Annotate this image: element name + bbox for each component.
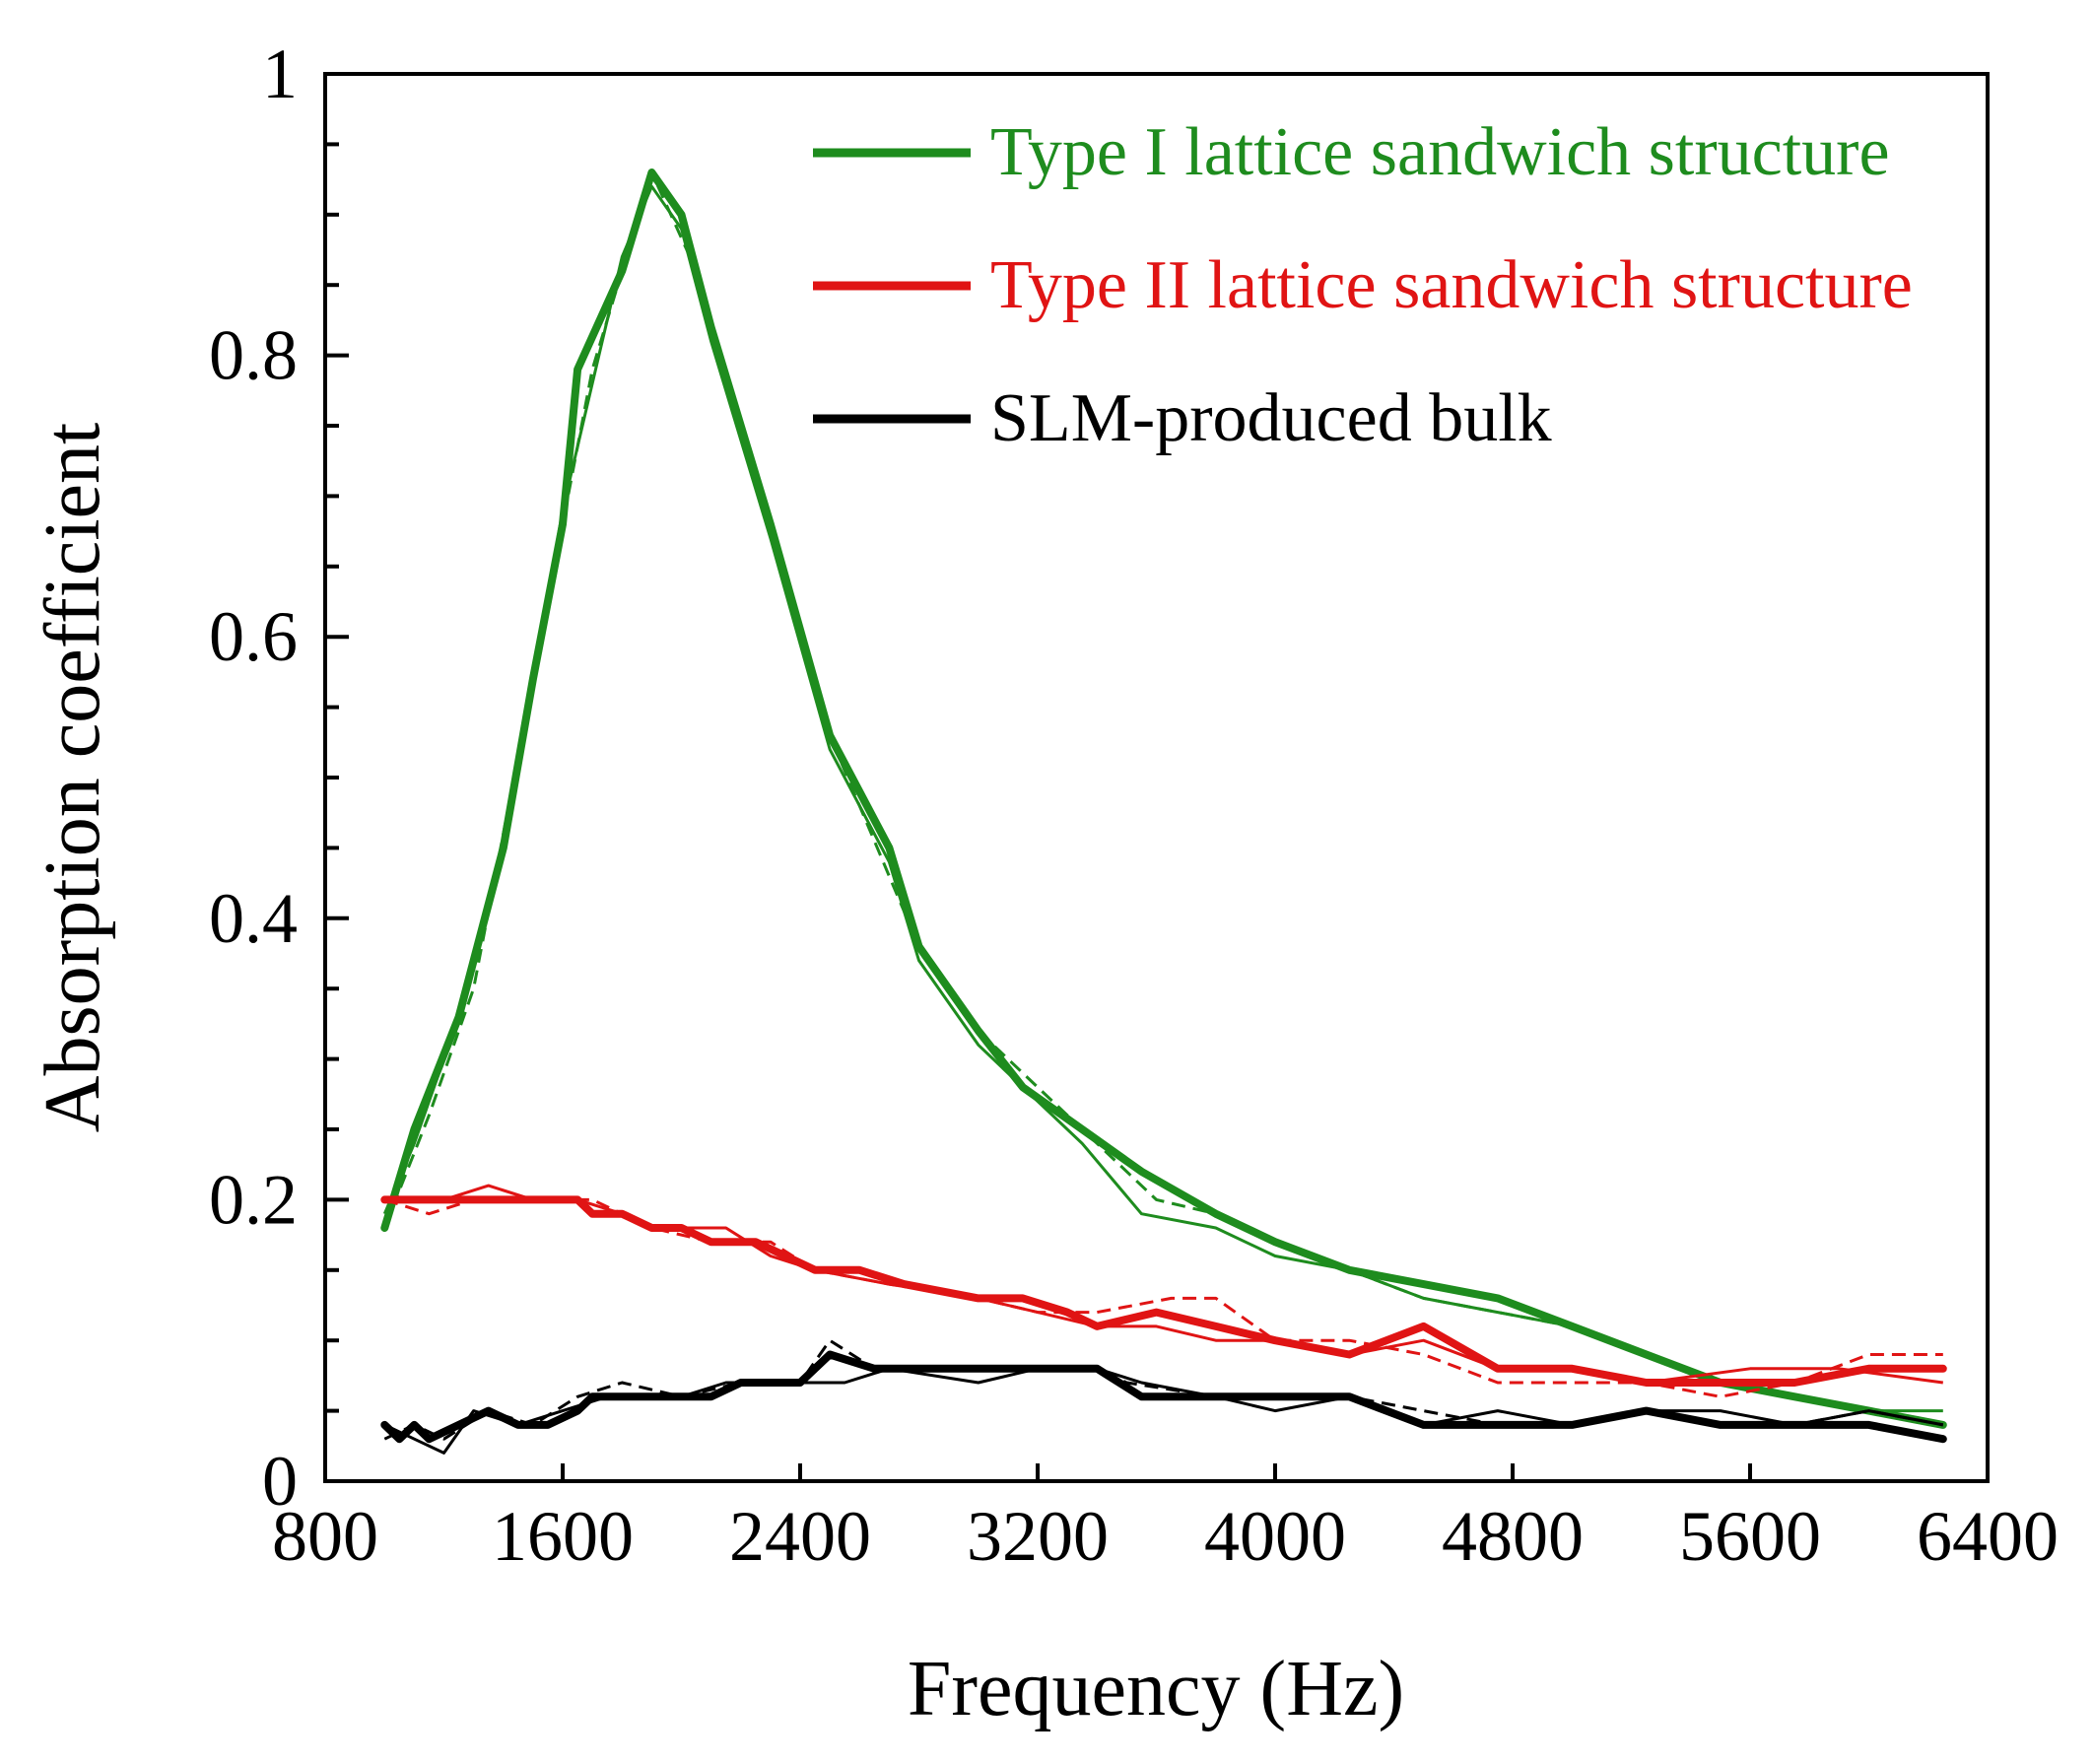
legend: Type I lattice sandwich structure Type II…	[813, 114, 1913, 456]
series-repeat-line	[382, 184, 1943, 1413]
legend-label: Type II lattice sandwich structure	[990, 247, 1913, 323]
x-tick-label: 3200	[967, 1497, 1109, 1576]
y-tick-label: 0.8	[209, 316, 298, 395]
y-tick-label: 0.4	[209, 879, 298, 958]
y-tick-label: 1	[262, 34, 298, 113]
series-group	[380, 169, 1947, 1429]
plot-frame	[323, 72, 1990, 1483]
x-axis-title: Frequency (Hz)	[908, 1646, 1404, 1732]
y-tick-label: 0.2	[209, 1160, 298, 1239]
series-layer	[380, 169, 1947, 1455]
x-tick-label: 2400	[729, 1497, 871, 1576]
y-tick-label: 0	[262, 1442, 298, 1521]
x-tick-label: 5600	[1679, 1497, 1821, 1576]
legend-label: SLM-produced bulk	[990, 380, 1552, 456]
series-group	[380, 1184, 1947, 1398]
x-tick-label: 4000	[1204, 1497, 1346, 1576]
x-tick-label: 6400	[1917, 1497, 2059, 1576]
y-tick-label: 0.6	[209, 597, 298, 676]
x-tick-label: 800	[272, 1497, 378, 1576]
series-line	[380, 1350, 1947, 1444]
series-repeat-line	[382, 170, 1944, 1427]
y-axis-title: Absorption coefficient	[30, 423, 116, 1133]
x-tick-label: 4800	[1442, 1497, 1584, 1576]
series-line	[380, 169, 1947, 1429]
series-repeat-line	[383, 1197, 1943, 1398]
series-group	[380, 1338, 1947, 1455]
series-line	[380, 1195, 1947, 1387]
ticks-layer: 800 1600 2400 3200 4000 4800 5600 6400 0 0.2 0.4 0.…	[209, 34, 2059, 1576]
x-tick-label: 1600	[492, 1497, 634, 1576]
legend-label: Type I lattice sandwich structure	[990, 114, 1890, 190]
